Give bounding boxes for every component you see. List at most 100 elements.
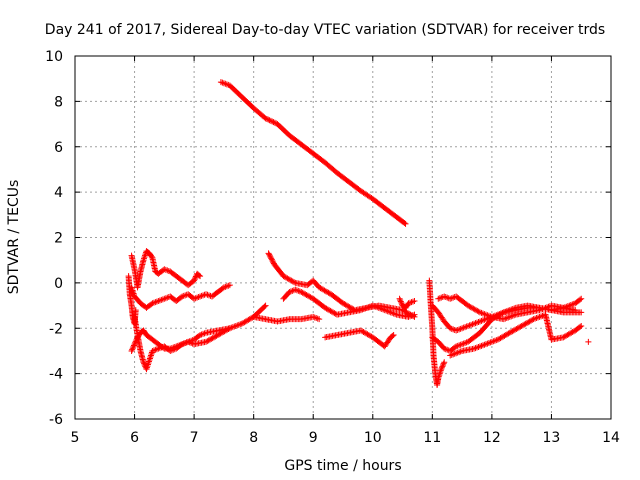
data-point [381, 307, 388, 314]
data-point [132, 307, 139, 314]
data-point [220, 284, 227, 291]
data-point [585, 338, 592, 345]
data-point [408, 299, 415, 306]
data-point [194, 294, 201, 301]
series-track-d [128, 248, 204, 291]
data-point [405, 313, 412, 320]
data-point [128, 347, 135, 354]
data-point [287, 288, 294, 295]
data-point [286, 288, 293, 295]
data-point [466, 322, 473, 329]
data-point [179, 293, 186, 300]
data-point [222, 80, 229, 87]
data-point [471, 320, 478, 327]
data-point [383, 307, 390, 314]
y-axis-title: SDTVAR / TECUs [6, 180, 22, 295]
data-point [529, 316, 536, 323]
data-point [572, 307, 579, 314]
data-point [378, 305, 385, 312]
x-tick-label: 11 [423, 430, 441, 446]
data-point [191, 276, 198, 283]
data-point [471, 345, 478, 352]
data-point [359, 306, 366, 313]
data-point [578, 322, 585, 329]
data-point [262, 115, 269, 122]
data-point [506, 313, 513, 320]
data-point [479, 310, 486, 317]
data-point [292, 286, 299, 293]
y-tick-label: 2 [54, 231, 63, 247]
series-track-c [128, 282, 233, 311]
y-tick-label: 0 [54, 276, 63, 292]
data-point [203, 291, 210, 298]
x-tick-label: 7 [190, 430, 199, 446]
x-tick-label: 14 [602, 430, 620, 446]
data-point [162, 295, 169, 302]
data-point [539, 305, 546, 312]
x-tick-label: 12 [483, 430, 501, 446]
data-point [162, 266, 169, 273]
data-point [441, 345, 448, 352]
data-point [262, 302, 269, 309]
data-point [377, 305, 384, 312]
data-point [180, 292, 187, 299]
data-point [362, 305, 369, 312]
data-point [269, 257, 276, 264]
data-point [451, 344, 458, 351]
data-point [237, 321, 244, 328]
data-point [465, 322, 472, 329]
data-point [180, 340, 187, 347]
data-point [459, 341, 466, 348]
data-point [313, 315, 320, 322]
y-tick-label: -6 [49, 412, 63, 428]
data-point [543, 304, 550, 311]
data-point [168, 347, 175, 354]
data-point [310, 313, 317, 320]
data-point [371, 303, 378, 310]
data-point [508, 313, 515, 320]
data-point [182, 339, 189, 346]
data-point [441, 293, 448, 300]
data-point [314, 315, 321, 322]
data-point [152, 346, 159, 353]
data-point [266, 252, 273, 259]
data-point [475, 308, 482, 315]
data-point [457, 348, 464, 355]
data-point [192, 274, 199, 281]
series-track-n [435, 293, 579, 323]
data-point [270, 259, 277, 266]
data-point [153, 346, 160, 353]
data-point [225, 282, 232, 289]
data-point [129, 345, 136, 352]
data-point [141, 360, 148, 367]
data-point [159, 296, 166, 303]
data-point [569, 301, 576, 308]
data-point [456, 342, 463, 349]
chart-title: Day 241 of 2017, Sidereal Day-to-day VTE… [45, 22, 605, 38]
x-axis-title: GPS time / hours [284, 458, 401, 474]
data-point [268, 255, 275, 262]
data-point [538, 306, 545, 313]
data-point [360, 305, 367, 312]
data-point [217, 79, 224, 86]
data-point [453, 327, 460, 334]
data-point [462, 324, 469, 331]
data-point [499, 309, 506, 316]
data-point [357, 307, 364, 314]
data-point [170, 346, 177, 353]
data-point [476, 309, 483, 316]
y-tick-label: -4 [49, 367, 63, 383]
data-point [158, 296, 165, 303]
data-point [463, 323, 470, 330]
data-point [185, 338, 192, 345]
data-point [198, 292, 205, 299]
data-point [411, 311, 418, 318]
data-point [161, 266, 168, 273]
data-point [271, 119, 278, 126]
data-point [369, 302, 376, 309]
series-track-p [585, 338, 592, 345]
series-track-g [265, 250, 418, 320]
data-point [387, 309, 394, 316]
y-tick-label: 10 [45, 49, 63, 65]
